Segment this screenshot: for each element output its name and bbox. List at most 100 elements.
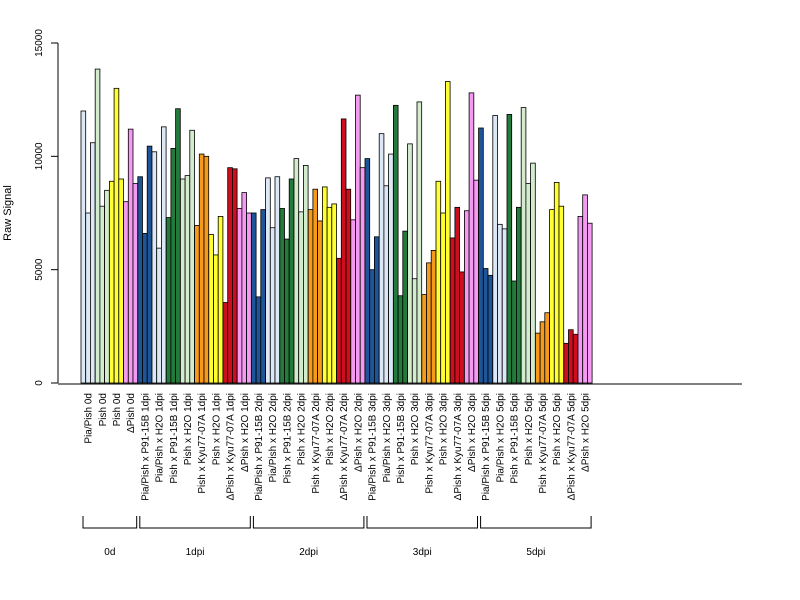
bar <box>369 269 375 384</box>
bar <box>535 332 541 384</box>
y-axis: 0 5000 10000 15000 <box>34 29 59 386</box>
x-tick-label: Pia/Pish 0d <box>84 393 95 444</box>
bar <box>435 180 442 384</box>
bar <box>231 168 238 384</box>
x-tick-label: Pish x P91-15B 3dpi <box>396 393 407 484</box>
bar <box>132 183 139 384</box>
bar <box>392 104 399 384</box>
bar <box>142 232 148 384</box>
bar <box>407 143 413 384</box>
bar <box>440 212 446 384</box>
bar <box>317 220 323 384</box>
bar <box>331 203 337 384</box>
bar <box>293 158 300 384</box>
bar <box>350 219 356 384</box>
bar <box>146 145 153 384</box>
x-tick-label: Pia/Pish x H2O 5dpi <box>495 393 506 483</box>
bar <box>378 133 385 384</box>
bar <box>265 177 271 384</box>
bar <box>109 180 115 384</box>
bar <box>170 147 176 384</box>
x-tick-label: ΔPish x H2O 1dpi <box>240 393 251 472</box>
group-label: 3dpi <box>413 547 432 558</box>
bar <box>307 209 314 384</box>
bar <box>553 181 560 384</box>
x-tick-label: Pish x P91-15B 2dpi <box>282 393 293 484</box>
bar <box>321 186 328 384</box>
bar <box>411 278 418 384</box>
bar <box>501 228 508 384</box>
x-tick-label: ΔPish 0d <box>126 393 137 433</box>
x-tick-label: Pish x H2O 2dpi <box>297 393 308 465</box>
bar <box>492 115 498 384</box>
group-label: 2dpi <box>299 547 318 558</box>
bar <box>402 230 408 384</box>
bar <box>473 179 479 384</box>
bars-layer <box>80 68 593 384</box>
x-tick-label: Pia/Pish x P91-15B 2dpi <box>254 393 265 501</box>
bar <box>99 205 106 384</box>
bar <box>520 107 527 384</box>
bar <box>80 110 87 384</box>
group-bracket <box>139 516 251 529</box>
bar <box>563 342 569 384</box>
x-tick-label: Pish 0d <box>112 393 123 426</box>
bar <box>127 128 134 384</box>
bar <box>217 215 224 384</box>
group-label: 5dpi <box>526 547 545 558</box>
x-tick-label: Pish x Kyu77-07A 2dpi <box>311 393 322 494</box>
bar <box>222 302 229 384</box>
bar <box>478 127 484 384</box>
bar <box>288 178 295 384</box>
bar <box>156 247 162 384</box>
bar <box>516 206 522 384</box>
bar <box>260 209 266 384</box>
x-tick-label: Pish x H2O 5dpi <box>552 393 563 465</box>
x-tick-label: Pia/Pish x H2O 2dpi <box>268 393 279 483</box>
bar <box>104 189 110 384</box>
bar <box>482 268 489 384</box>
bar <box>123 201 129 384</box>
bar <box>430 249 437 384</box>
bar <box>568 329 574 384</box>
group-label: 0d <box>104 547 115 558</box>
bar <box>279 208 285 384</box>
group-bracket <box>366 516 478 529</box>
bar <box>572 333 579 384</box>
x-tick-label: Pia/Pish x P91-15B 3dpi <box>368 393 379 501</box>
bar <box>90 142 96 384</box>
bar <box>444 81 451 384</box>
x-tick-label: Pish 0d <box>98 393 109 426</box>
bar <box>530 162 536 384</box>
bar <box>454 206 460 384</box>
bar <box>468 92 475 384</box>
x-tick-label: Pia/Pish x P91-15B 1dpi <box>140 393 151 501</box>
bar <box>506 114 513 384</box>
group-bracket <box>82 516 138 529</box>
bar <box>421 294 427 384</box>
bar <box>250 212 257 384</box>
x-tick-label: ΔPish x H2O 5dpi <box>581 393 592 472</box>
bar <box>525 183 532 384</box>
bar <box>373 236 380 384</box>
bar <box>179 178 186 384</box>
bar <box>497 223 503 384</box>
bar <box>246 212 252 384</box>
bar <box>269 227 276 384</box>
x-tick-label: ΔPish x Kyu77-07A 5dpi <box>566 393 577 500</box>
bar <box>189 129 195 384</box>
bar <box>241 192 247 384</box>
bar <box>388 153 394 384</box>
bar <box>459 271 465 384</box>
x-tick-label: ΔPish x H2O 3dpi <box>467 393 478 472</box>
x-tick-label: Pish x H2O 1dpi <box>183 393 194 465</box>
bar <box>302 164 309 384</box>
bar <box>85 212 91 384</box>
bar <box>463 210 470 384</box>
bar <box>160 126 167 384</box>
bar <box>113 87 120 384</box>
x-tick-label: Pish x H2O 2dpi <box>325 393 336 465</box>
bar <box>255 296 262 384</box>
x-tick-label: Pish x Kyu77-07A 5dpi <box>538 393 549 494</box>
